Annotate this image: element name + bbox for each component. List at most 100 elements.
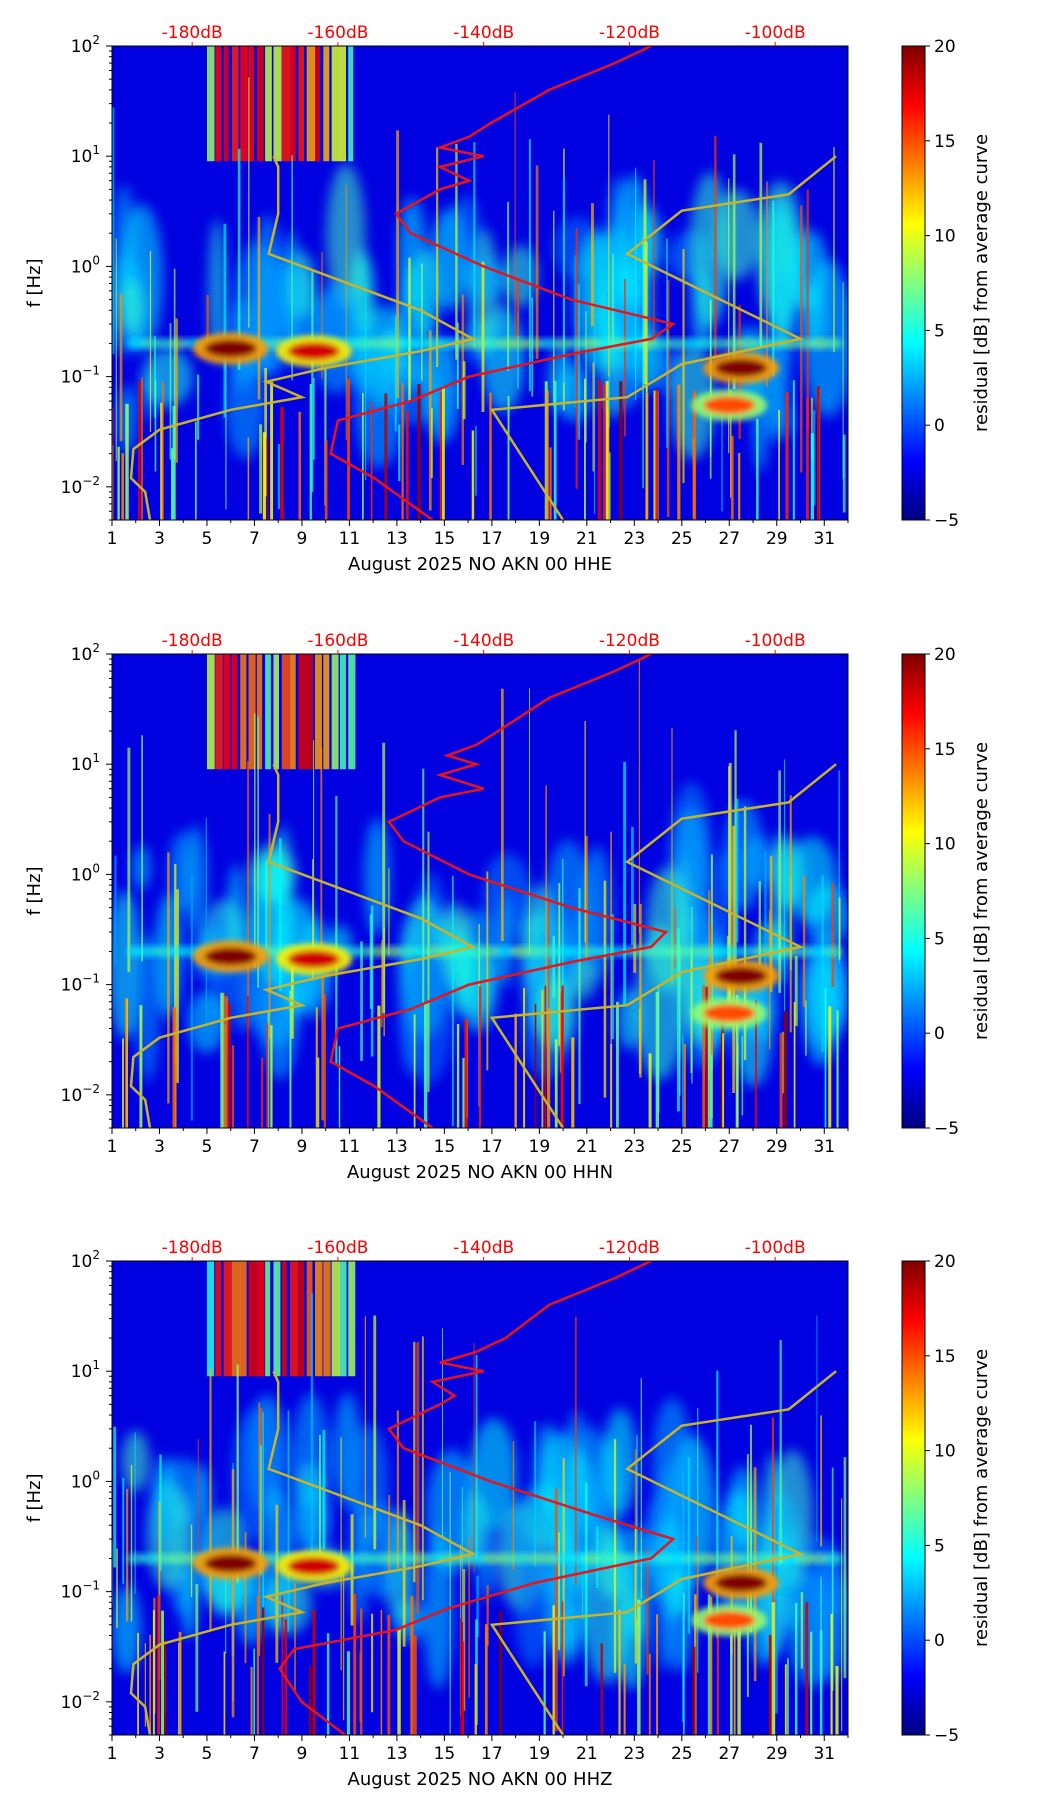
band-blob	[482, 945, 501, 958]
y-tick-exponent: 0	[92, 861, 100, 875]
hotspot-core	[204, 947, 257, 966]
band-blob	[568, 337, 587, 350]
y-axis-label: f [Hz]	[24, 258, 45, 307]
band-blob	[411, 337, 430, 350]
diffuse-blob	[132, 845, 151, 890]
db-tick-label: -100dB	[745, 23, 806, 43]
band-blob	[155, 337, 174, 350]
hotspot-core	[287, 1557, 340, 1576]
band-blob	[796, 945, 815, 958]
x-tick-label: 11	[339, 529, 361, 549]
y-tick-exponent: 2	[92, 641, 100, 655]
band-blob	[383, 1552, 402, 1565]
plot-area	[112, 654, 848, 1128]
band-blob	[368, 945, 387, 958]
y-tick-base: 10	[71, 1472, 93, 1492]
hotspot-core	[703, 396, 756, 415]
band-blob	[169, 337, 188, 350]
red-psd-curve	[278, 1261, 676, 1735]
hf-stripe	[348, 654, 356, 770]
x-tick-label: 31	[813, 1744, 835, 1764]
diffuse-blob	[483, 853, 532, 940]
colorbar-gradient	[901, 1260, 926, 1736]
x-tick-label: 27	[718, 1744, 740, 1764]
y-tick-label: 100	[71, 1468, 100, 1492]
hf-stripe	[223, 46, 229, 162]
diffuse-blob	[112, 890, 142, 1040]
x-axis-label: August 2025 NO AKN 00 HHN	[347, 1162, 613, 1183]
band-blob	[383, 945, 402, 958]
band-blob	[140, 337, 159, 350]
colorbar-label: residual [dB] from average curve	[971, 134, 992, 432]
db-tick-label: -180dB	[162, 1238, 223, 1258]
band-blob	[710, 945, 729, 958]
diffuse-blob	[787, 836, 837, 924]
yellow-curve-right	[489, 763, 837, 1128]
hf-stripe	[240, 654, 247, 770]
band-blob	[397, 1552, 416, 1565]
red-psd-curve	[329, 654, 669, 1128]
y-tick-exponent: 0	[92, 253, 100, 267]
band-blob	[682, 1552, 701, 1565]
y-tick-exponent: 1	[92, 143, 100, 157]
band-blob	[554, 337, 573, 350]
band-blob	[668, 1552, 687, 1565]
y-tick-label: 102	[71, 1248, 100, 1272]
y-tick-label: 101	[71, 143, 100, 167]
hf-stripe	[231, 46, 239, 162]
hf-stripe	[265, 46, 272, 162]
colorbar-tick-label: 0	[934, 1024, 945, 1044]
colorbar: 20 15 10 5 0 −5 residual [dB] from average cur…	[901, 645, 992, 1139]
x-tick-label: 1	[107, 1137, 118, 1157]
y-tick-base: 10	[71, 257, 93, 277]
plot-area	[112, 1261, 848, 1735]
y-tick-exponent: 2	[92, 33, 100, 47]
hf-stripe	[281, 1261, 287, 1377]
hotspot-core	[703, 1004, 756, 1023]
band-blob	[468, 337, 487, 350]
band-blob	[354, 945, 373, 958]
hf-stripe	[273, 46, 282, 162]
x-tick-label: 21	[576, 1744, 598, 1764]
band-blob	[539, 337, 558, 350]
diffuse-blob	[545, 1528, 587, 1666]
hf-stripe	[323, 1261, 331, 1377]
x-tick-label: 17	[481, 529, 503, 549]
x-tick-label: 23	[624, 1137, 646, 1157]
yellow-curve-left	[129, 1370, 477, 1735]
x-tick-label: 3	[154, 1744, 165, 1764]
y-tick-label: 10−1	[61, 364, 100, 388]
hf-stripe	[223, 654, 231, 770]
y-tick-exponent: 2	[92, 1248, 100, 1262]
diffuse-blob	[181, 1564, 198, 1640]
db-tick-label: -180dB	[162, 631, 223, 651]
hf-stripe	[248, 654, 256, 770]
y-tick-exponent: −2	[82, 1082, 100, 1096]
band-blob	[354, 337, 373, 350]
yellow-curve-left	[129, 155, 477, 520]
db-tick-label: -100dB	[745, 1238, 806, 1258]
x-tick-label: 27	[718, 529, 740, 549]
x-tick-label: 21	[576, 529, 598, 549]
db-tick-label: -120dB	[599, 631, 660, 651]
diffuse-blob	[571, 957, 596, 1000]
band-blob	[696, 337, 715, 350]
x-tick-label: 17	[481, 1744, 503, 1764]
colorbar-tick-label: 10	[934, 835, 956, 855]
colorbar-tick-label: 5	[934, 1536, 945, 1556]
y-tick-exponent: −1	[82, 364, 100, 378]
hotspot-core	[287, 950, 340, 969]
band-blob	[539, 1552, 558, 1565]
band-blob	[653, 945, 672, 958]
band-blob	[824, 945, 843, 958]
hf-stripe	[331, 1261, 341, 1377]
band-blob	[725, 945, 744, 958]
colorbar: 20 15 10 5 0 −5 residual [dB] from average cur…	[901, 1252, 992, 1746]
band-blob	[739, 337, 758, 350]
band-blob	[126, 337, 145, 350]
x-tick-label: 21	[576, 1137, 598, 1157]
band-blob	[554, 945, 573, 958]
